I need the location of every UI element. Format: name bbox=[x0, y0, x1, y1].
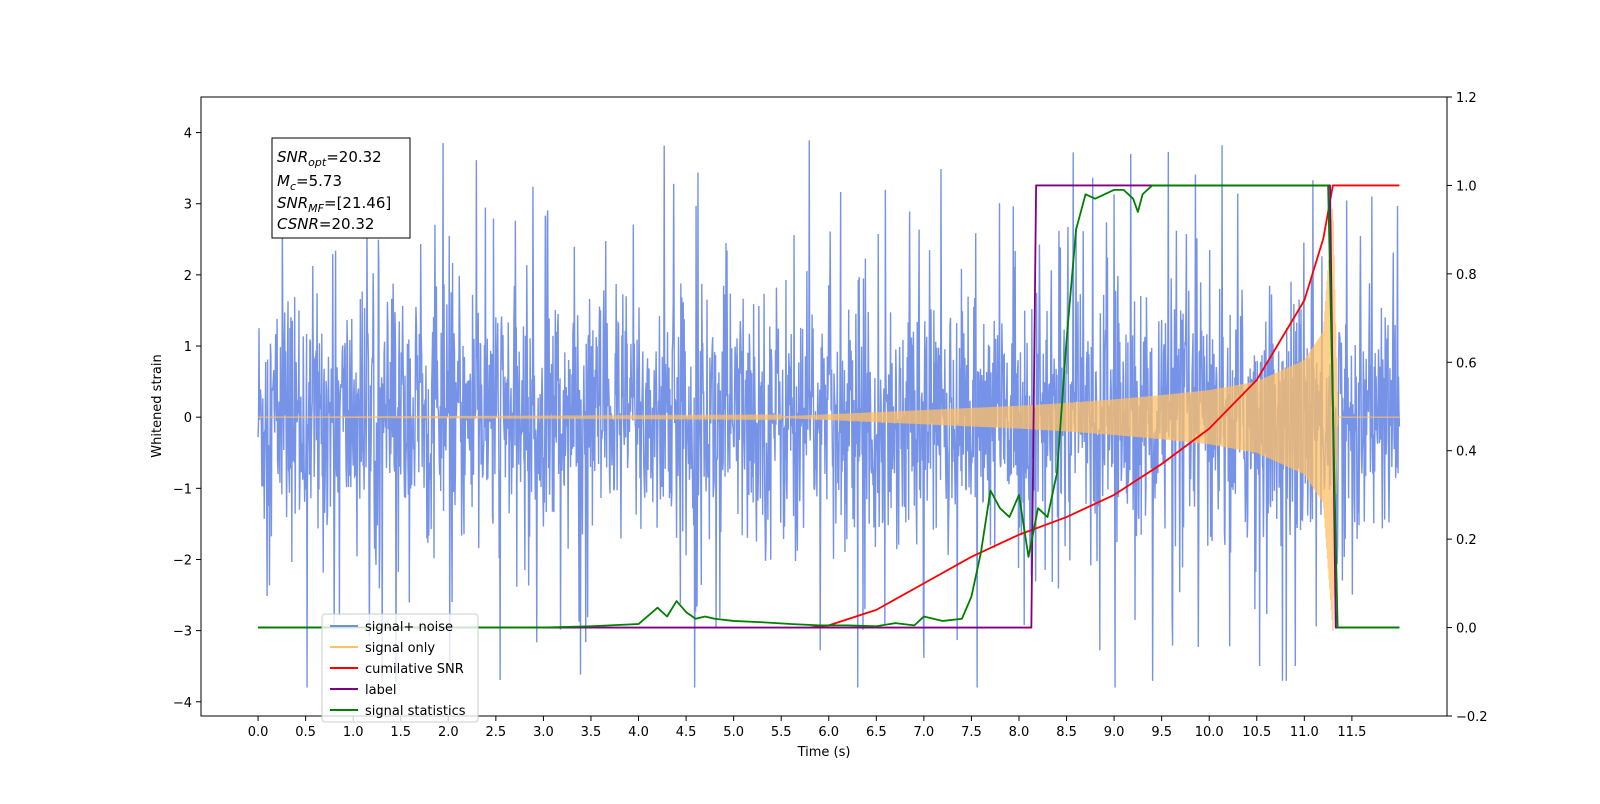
x-tick-label: 2.0 bbox=[438, 725, 459, 740]
annotation-line-snr-mf: SNRMF=[21.46] bbox=[277, 194, 391, 215]
annotation-line-mc: Mc=5.73 bbox=[277, 172, 342, 193]
annotation-line-csnr: CSNR=20.32 bbox=[277, 215, 374, 233]
y-left-tick-label: 4 bbox=[184, 127, 192, 142]
y-axis-label: Whitened strain bbox=[150, 354, 165, 457]
x-tick-label: 4.0 bbox=[628, 725, 649, 740]
legend-frame bbox=[321, 613, 479, 723]
y-axis-right: −0.2 0.0 0.2 0.4 0.6 0.8 1.0 1.2 bbox=[1447, 91, 1488, 725]
legend-label: signal statistics bbox=[365, 704, 466, 719]
x-tick-label: 10.0 bbox=[1195, 725, 1224, 740]
x-tick-label: 7.0 bbox=[914, 725, 935, 740]
y-right-tick-label: −0.2 bbox=[1456, 710, 1488, 725]
legend-label: signal only bbox=[365, 641, 435, 656]
x-tick-label: 11.0 bbox=[1290, 725, 1319, 740]
x-axis-label: Time (s) bbox=[797, 745, 851, 760]
x-tick-label: 5.0 bbox=[723, 725, 744, 740]
x-axis: 0.0 0.5 1.0 1.5 2.0 2.5 3.0 3.5 4.0 4.5 5.0 5.5 6.0 6… bbox=[248, 716, 1366, 740]
y-left-tick-label: 0 bbox=[184, 411, 192, 426]
annotation-line-snr-opt: SNRopt=20.32 bbox=[277, 148, 382, 169]
x-tick-label: 1.5 bbox=[390, 725, 411, 740]
legend-label: cumilative SNR bbox=[365, 662, 464, 677]
series-signal-statistics bbox=[258, 184, 1400, 629]
legend-label: label bbox=[365, 683, 396, 698]
x-tick-label: 6.5 bbox=[866, 725, 887, 740]
x-tick-label: 2.5 bbox=[486, 725, 507, 740]
x-tick-label: 1.0 bbox=[343, 725, 364, 740]
x-tick-label: 6.0 bbox=[818, 725, 839, 740]
legend: signal+ noise signal only cumilative SNR la… bbox=[321, 613, 479, 723]
y-left-tick-label: −4 bbox=[173, 696, 192, 711]
x-tick-label: 3.0 bbox=[533, 725, 554, 740]
y-right-tick-label: 0.0 bbox=[1456, 622, 1477, 637]
x-tick-label: 9.0 bbox=[1104, 725, 1125, 740]
annotation-frame bbox=[271, 137, 411, 239]
y-left-tick-label: 2 bbox=[184, 269, 192, 284]
x-tick-label: 5.5 bbox=[771, 725, 792, 740]
y-left-tick-label: 1 bbox=[184, 340, 192, 355]
x-tick-label: 10.5 bbox=[1242, 725, 1271, 740]
series-signal-only bbox=[258, 208, 1400, 631]
plot-frame bbox=[200, 96, 1448, 717]
legend-label: signal+ noise bbox=[365, 620, 453, 635]
x-tick-label: 3.5 bbox=[581, 725, 602, 740]
y-right-tick-label: 0.8 bbox=[1456, 268, 1477, 283]
y-right-tick-label: 0.4 bbox=[1456, 445, 1477, 460]
y-right-tick-label: 1.2 bbox=[1456, 91, 1477, 106]
y-left-tick-label: −2 bbox=[173, 553, 192, 568]
series-layer bbox=[257, 140, 1401, 688]
x-tick-label: 9.5 bbox=[1151, 725, 1172, 740]
x-tick-label: 0.0 bbox=[248, 725, 269, 740]
x-tick-label: 8.0 bbox=[1009, 725, 1030, 740]
x-tick-label: 11.5 bbox=[1337, 725, 1366, 740]
annotation-box: SNRopt=20.32 Mc=5.73 SNRMF=[21.46] CSNR=… bbox=[271, 137, 411, 239]
y-left-tick-label: −3 bbox=[173, 625, 192, 640]
y-right-tick-label: 0.6 bbox=[1456, 356, 1477, 371]
x-tick-label: 4.5 bbox=[676, 725, 697, 740]
y-right-tick-label: 1.0 bbox=[1456, 179, 1477, 194]
x-tick-label: 0.5 bbox=[295, 725, 316, 740]
y-right-tick-label: 0.2 bbox=[1456, 533, 1477, 548]
y-left-tick-label: −1 bbox=[173, 482, 192, 497]
x-tick-label: 7.5 bbox=[961, 725, 982, 740]
y-left-tick-label: 3 bbox=[184, 198, 192, 213]
y-axis-left: −4 −3 −2 −1 0 1 2 3 4 bbox=[173, 127, 201, 711]
x-tick-label: 8.5 bbox=[1056, 725, 1077, 740]
